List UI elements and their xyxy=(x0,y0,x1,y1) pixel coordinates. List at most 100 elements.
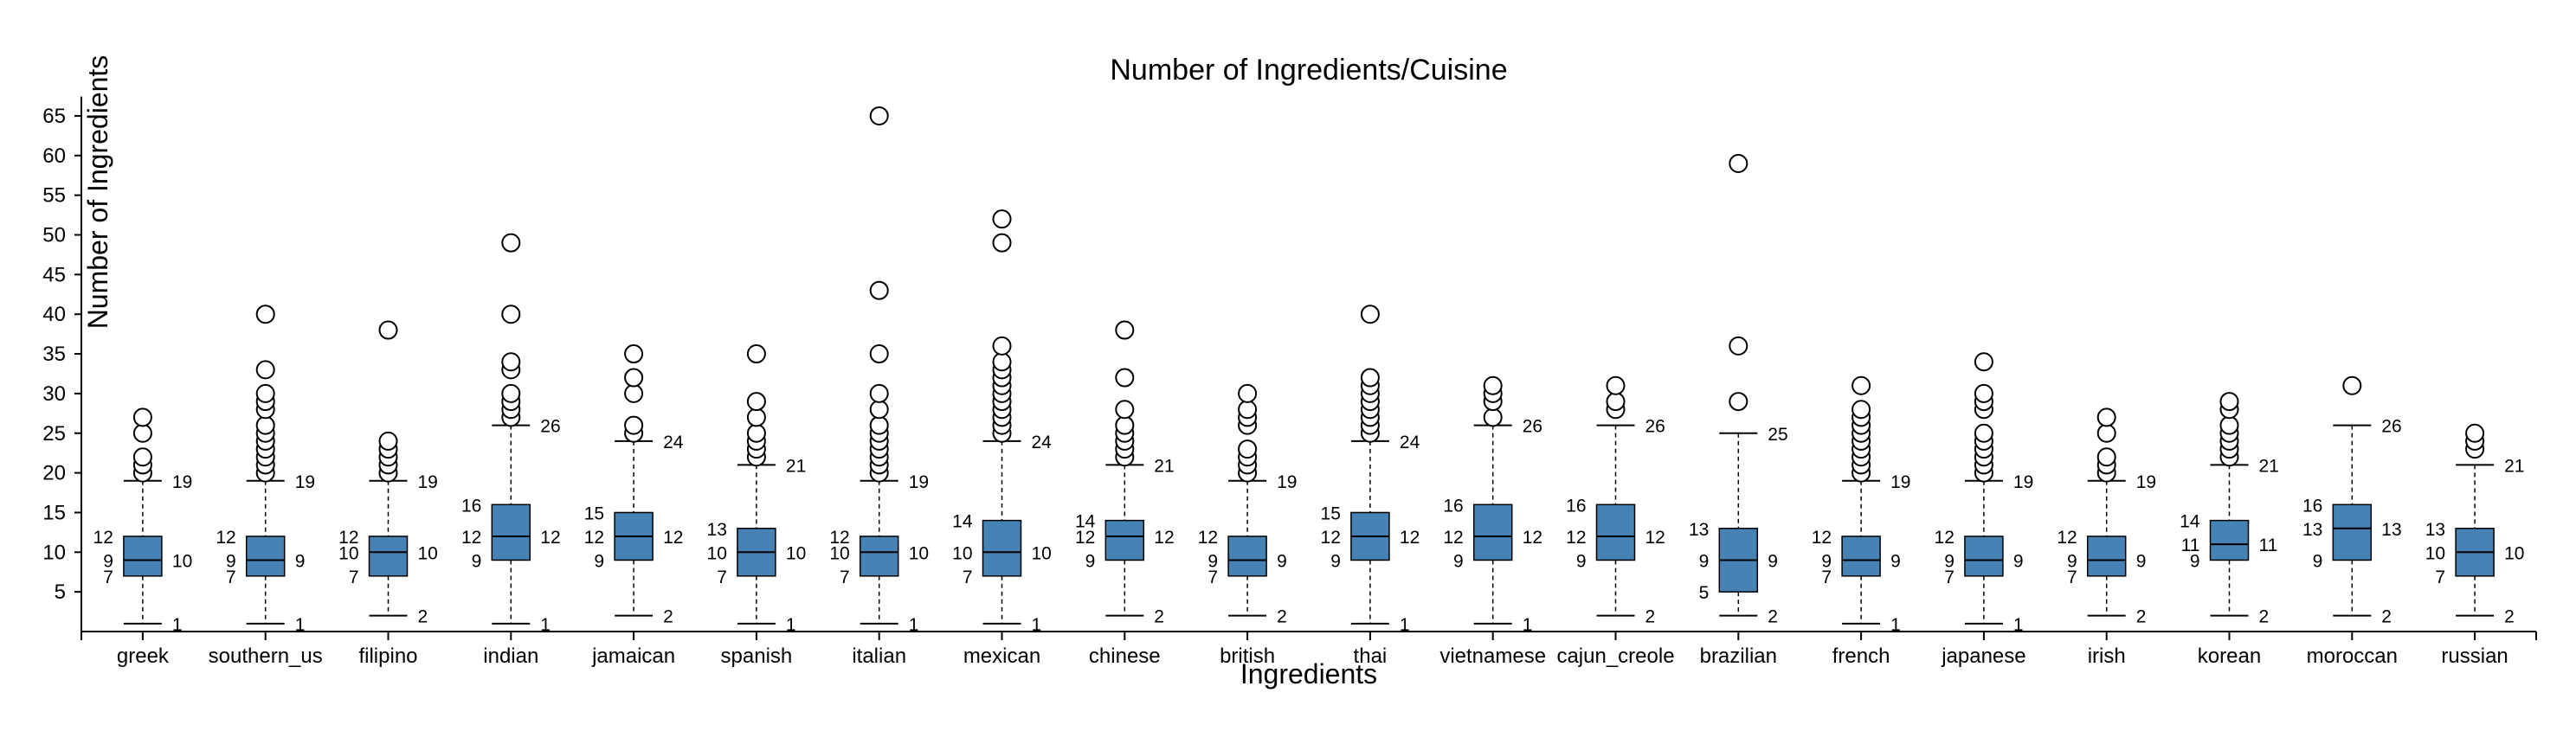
x-tick-label: mexican xyxy=(963,645,1040,668)
q3-label: 12 xyxy=(216,528,235,548)
q3-label: 16 xyxy=(1443,496,1463,516)
y-tick-label: 50 xyxy=(42,224,66,247)
median-label-right: 9 xyxy=(1768,551,1778,571)
box-moroccan: 16 13 9 13 26 2 xyxy=(2302,375,2402,627)
median-label-left: 10 xyxy=(2425,543,2445,563)
q1-label: 9 xyxy=(1453,551,1464,571)
max-label: 26 xyxy=(540,417,560,437)
outlier-point xyxy=(501,305,521,324)
q3-label: 12 xyxy=(338,528,358,548)
q1-label: 7 xyxy=(1944,568,1955,587)
outlier-point xyxy=(501,233,521,253)
min-label: 2 xyxy=(418,607,428,627)
outlier-point xyxy=(255,360,275,380)
x-tick-label: filipino xyxy=(358,645,417,668)
outlier-point xyxy=(624,415,644,435)
outlier-point xyxy=(624,383,644,403)
max-label: 21 xyxy=(2259,456,2279,476)
max-label: 19 xyxy=(909,472,929,492)
median-label-right: 10 xyxy=(786,543,806,563)
outlier-point xyxy=(869,344,889,364)
y-tick-label: 10 xyxy=(42,541,66,564)
y-axis: 5 10 15 20 25 30 35 40 45 50 55 60 65 xyxy=(42,96,82,632)
y-tick-label: 45 xyxy=(42,263,66,286)
outlier-point xyxy=(746,407,766,427)
outlier-point xyxy=(1115,400,1135,420)
y-tick-label: 60 xyxy=(42,144,66,168)
outlier-point xyxy=(2219,415,2239,435)
outlier-point xyxy=(1729,336,1748,356)
x-tick-label: cajun_creole xyxy=(1556,645,1674,668)
max-label: 26 xyxy=(1523,417,1542,437)
boxes: 1297101911297919112107101921612912261151… xyxy=(93,106,2524,635)
outlier-point xyxy=(624,344,644,364)
iqr-box xyxy=(1595,503,1636,561)
iqr-box xyxy=(1841,536,1881,577)
max-label: 26 xyxy=(1645,417,1665,437)
q1-label: 7 xyxy=(1821,568,1832,587)
q1-label: 7 xyxy=(717,568,727,587)
x-tick-label: french xyxy=(1832,645,1890,668)
x-tick-label: chinese xyxy=(1089,645,1161,668)
outlier-point xyxy=(2096,407,2116,427)
median-label-right: 10 xyxy=(2504,543,2524,563)
outlier-point xyxy=(1729,153,1748,173)
median-label-left: 10 xyxy=(338,543,358,563)
box-brazilian: 13 9 5 9 25 2 xyxy=(1689,153,1788,627)
median-label-left: 10 xyxy=(829,543,849,563)
q3-label: 12 xyxy=(1812,528,1832,548)
outlier-point xyxy=(1115,320,1135,340)
x-tick-label: japanese xyxy=(1941,645,2025,668)
iqr-box xyxy=(1964,536,2004,577)
outlier-point xyxy=(2342,375,2362,395)
outlier-point xyxy=(1238,439,1258,459)
outlier-point xyxy=(992,233,1012,253)
q1-label: 7 xyxy=(103,568,113,587)
outlier-point xyxy=(1115,368,1135,388)
outlier-point xyxy=(2219,392,2239,412)
max-label: 25 xyxy=(1768,425,1787,445)
max-label: 19 xyxy=(418,472,438,492)
y-tick-label: 65 xyxy=(42,105,66,128)
median-label-left: 13 xyxy=(2302,520,2322,540)
iqr-box xyxy=(123,536,163,577)
median-label-right: 10 xyxy=(418,543,438,563)
max-label: 21 xyxy=(786,456,806,476)
q3-label: 13 xyxy=(707,520,727,540)
max-label: 19 xyxy=(2013,472,2033,492)
y-axis-title: Number of Ingredients xyxy=(82,55,113,330)
median-label-right: 12 xyxy=(540,528,560,548)
outlier-point xyxy=(1238,383,1258,403)
y-tick-label: 40 xyxy=(42,303,66,326)
max-label: 19 xyxy=(1277,472,1297,492)
x-axis: greek southern_us filipino indian jamaican sp… xyxy=(80,631,2537,668)
x-tick-label: italian xyxy=(852,645,906,668)
q3-label: 13 xyxy=(2425,520,2445,540)
median-label-left: 9 xyxy=(1699,551,1710,571)
chart-title: Number of Ingredients/Cuisine xyxy=(1110,54,1507,87)
min-label: 1 xyxy=(786,615,796,635)
outlier-point xyxy=(992,209,1012,229)
box-russian: 13 10 7 10 21 2 xyxy=(2425,423,2524,627)
q3-label: 16 xyxy=(1566,496,1586,516)
min-label: 2 xyxy=(1277,607,1287,627)
q3-label: 13 xyxy=(1689,520,1709,540)
min-label: 1 xyxy=(1890,615,1901,635)
outlier-point xyxy=(255,415,275,435)
outlier-point xyxy=(1852,375,1871,395)
iqr-box xyxy=(982,519,1022,577)
outlier-point xyxy=(132,447,152,467)
outlier-point xyxy=(1238,400,1258,420)
q3-label: 16 xyxy=(2302,496,2322,516)
median-label-right: 13 xyxy=(2381,520,2401,540)
y-tick-label: 5 xyxy=(55,580,66,604)
x-tick-label: irish xyxy=(2088,645,2126,668)
max-label: 19 xyxy=(295,472,315,492)
median-label-right: 12 xyxy=(663,528,683,548)
min-label: 1 xyxy=(1523,615,1533,635)
outlier-point xyxy=(746,344,766,364)
